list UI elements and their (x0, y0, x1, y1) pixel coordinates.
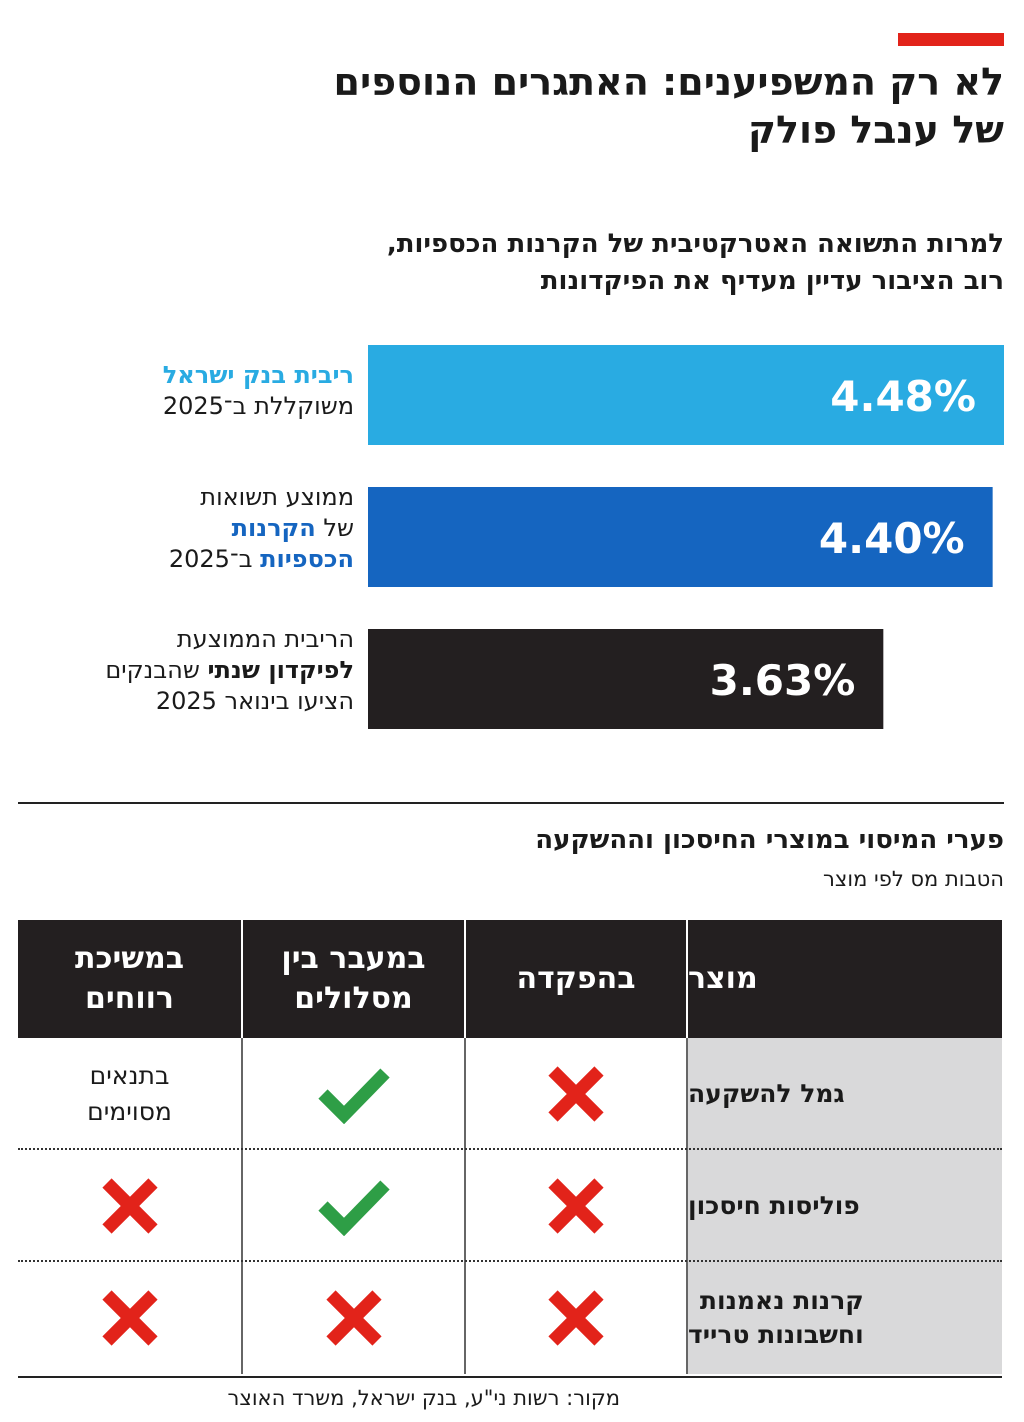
product-cell: פוליסות חיסכון (686, 1150, 1002, 1262)
withdraw-cell (18, 1262, 241, 1374)
x-icon (101, 1177, 159, 1235)
table-title: פערי המיסוי במוצרי החיסכון וההשקעה (535, 825, 1004, 855)
category-label: הריבית הממוצעת לפיקדון שנתי שהבנקים הציעו … (14, 624, 354, 717)
bar-value-label: 4.48% (830, 372, 976, 421)
product-name: קרנות נאמנות (699, 1286, 864, 1315)
header-product: מוצר (686, 920, 1002, 1038)
product-name: גמל להשקעה (688, 1079, 845, 1108)
table-header-row: מוצר בהפקדה במעבר בין מסלולים במשיכת רוו… (18, 920, 1002, 1038)
bar-value-label: 4.40% (819, 514, 965, 563)
header-deposit: בהפקדה (464, 920, 686, 1038)
source-note: מקור: רשות ני"ע, בנק ישראל, משרד האוצר (227, 1386, 620, 1410)
accent-bar (898, 33, 1004, 46)
deposit-cell (464, 1038, 686, 1150)
bar (368, 629, 884, 729)
category-label-text: שהבנקים (105, 656, 208, 684)
table-row: קרנות נאמנות וחשבונות טרייד (18, 1262, 1002, 1374)
category-label-line: ממוצע תשואות (14, 482, 354, 513)
category-label-text: הריבית הממוצעת (176, 625, 354, 653)
category-label-text: הציעו בינואר 2025 (155, 687, 354, 715)
subtitle-line: רוב הציבור עדיין מעדיף את הפיקדונות (540, 266, 1004, 296)
category-label-text: ריבית בנק ישראל (162, 361, 354, 389)
category-label: ממוצע תשואות של הקרנות הכספיות ב־2025 (14, 482, 354, 575)
category-label-line: הציעו בינואר 2025 (14, 686, 354, 717)
title-line: לא רק המשפיענים: האתגרים הנוספים (333, 60, 1004, 104)
category-label-text: משוקללת ב־2025 (162, 392, 354, 420)
transfer-cell (241, 1038, 464, 1150)
withdraw-text: בתנאים (89, 1061, 170, 1090)
bar (368, 487, 993, 587)
header-transfer-label: במעבר בין (281, 941, 426, 976)
x-icon (325, 1289, 383, 1347)
x-icon (101, 1289, 159, 1347)
title-line: של ענבל פולק (748, 108, 1004, 152)
subtitle-line: למרות התשואה האטרקטיבית של הקרנות הכספיו… (386, 229, 1004, 259)
header-withdraw-label: רווחים (85, 981, 174, 1016)
category-label-line: ריבית בנק ישראל (14, 360, 354, 391)
table-row: פוליסות חיסכון (18, 1150, 1002, 1262)
header-withdraw: במשיכת רווחים (18, 920, 241, 1038)
bar-chart: 4.48% 4.40% 3.63% ריבית בנק ישראל משוקללת ב… (0, 330, 1024, 750)
x-icon (547, 1065, 605, 1123)
category-label-line: הכספיות ב־2025 (14, 544, 354, 575)
header-withdraw-label: במשיכת (74, 941, 185, 976)
category-label-text: לפיקדון שנתי (207, 656, 354, 684)
product-cell: קרנות נאמנות וחשבונות טרייד (686, 1262, 1002, 1374)
withdraw-cell: בתנאים מסוימים (18, 1038, 241, 1150)
category-label: ריבית בנק ישראל משוקללת ב־2025 (14, 360, 354, 422)
transfer-cell (241, 1262, 464, 1374)
chart-subtitle: למרות התשואה האטרקטיבית של הקרנות הכספיו… (204, 226, 1004, 300)
check-icon (317, 1064, 391, 1124)
bar (368, 345, 1004, 445)
header-deposit-label: בהפקדה (516, 961, 636, 996)
check-icon (317, 1176, 391, 1236)
x-icon (547, 1289, 605, 1347)
header-transfer-label: מסלולים (294, 981, 413, 1016)
withdraw-text: מסוימים (87, 1097, 172, 1126)
category-label-text: ממוצע תשואות (200, 483, 354, 511)
x-icon (547, 1177, 605, 1235)
deposit-cell (464, 1262, 686, 1374)
category-label-text: הקרנות (231, 514, 316, 542)
category-label-line: הריבית הממוצעת (14, 624, 354, 655)
category-label-line: לפיקדון שנתי שהבנקים (14, 655, 354, 686)
bar-value-label: 3.63% (710, 656, 856, 705)
product-name: וחשבונות טרייד (688, 1320, 864, 1349)
category-label-text: הכספיות (260, 545, 354, 573)
page-title: לא רק המשפיענים: האתגרים הנוספים של ענבל… (204, 58, 1004, 154)
withdraw-cell (18, 1150, 241, 1262)
category-label-line: משוקללת ב־2025 (14, 391, 354, 422)
section-divider (18, 802, 1004, 804)
tax-benefits-table: מוצר בהפקדה במעבר בין מסלולים במשיכת רוו… (18, 920, 1002, 1374)
header-transfer: במעבר בין מסלולים (241, 920, 464, 1038)
header-product-label: מוצר (688, 961, 758, 996)
category-label-text: ב־2025 (168, 545, 261, 573)
category-label-text: של (315, 514, 354, 542)
bar-chart-svg: 4.48% 4.40% 3.63% (368, 345, 1004, 729)
table-bottom-rule (18, 1376, 1002, 1378)
deposit-cell (464, 1150, 686, 1262)
product-cell: גמל להשקעה (686, 1038, 1002, 1150)
category-label-line: של הקרנות (14, 513, 354, 544)
transfer-cell (241, 1150, 464, 1262)
table-row: גמל להשקעה בתנאים מסוימים (18, 1038, 1002, 1150)
product-name: פוליסות חיסכון (688, 1191, 860, 1220)
table-subtitle: הטבות מס לפי מוצר (823, 867, 1004, 891)
